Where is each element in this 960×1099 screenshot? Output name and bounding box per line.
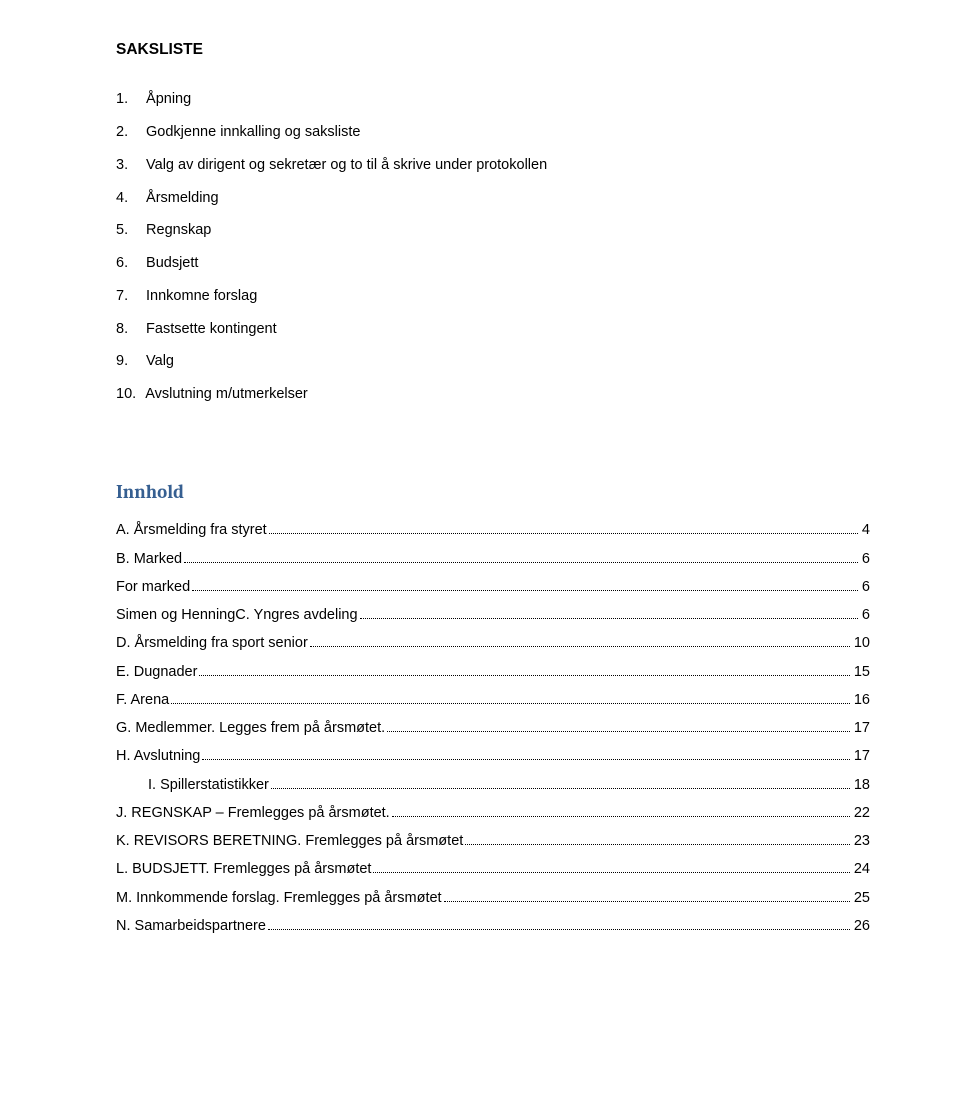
agenda-item: 5. Regnskap <box>116 220 870 242</box>
agenda-item-text: Godkjenne innkalling og saksliste <box>142 124 360 140</box>
agenda-item: 2. Godkjenne innkalling og saksliste <box>116 122 870 144</box>
toc-leader-dots <box>392 816 850 817</box>
agenda-item-text: Innkomne forslag <box>142 288 257 304</box>
toc-label: B. Marked <box>116 549 182 571</box>
toc-page-number: 25 <box>854 888 870 910</box>
agenda-item-text: Valg <box>142 353 174 369</box>
toc-page-number: 6 <box>862 549 870 571</box>
toc-leader-dots <box>171 703 850 704</box>
toc-leader-dots <box>268 929 850 930</box>
agenda-item: 10. Avslutning m/utmerkelser <box>116 384 870 406</box>
toc-row: G. Medlemmer. Legges frem på årsmøtet. 1… <box>116 718 870 740</box>
toc-row: B. Marked 6 <box>116 549 870 571</box>
toc-row: E. Dugnader 15 <box>116 662 870 684</box>
toc-page-number: 17 <box>854 746 870 768</box>
toc-label: D. Årsmelding fra sport senior <box>116 633 308 655</box>
agenda-item-number: 7. <box>116 286 142 308</box>
toc-label: J. REGNSKAP – Fremlegges på årsmøtet. <box>116 803 390 825</box>
toc-row: M. Innkommende forslag. Fremlegges på år… <box>116 888 870 910</box>
toc-leader-dots <box>360 618 858 619</box>
toc-leader-dots <box>271 788 850 789</box>
toc-row: K. REVISORS BERETNING. Fremlegges på års… <box>116 831 870 853</box>
agenda-item: 8. Fastsette kontingent <box>116 319 870 341</box>
agenda-item-text: Avslutning m/utmerkelser <box>142 386 308 402</box>
toc-label: N. Samarbeidspartnere <box>116 916 266 938</box>
toc-leader-dots <box>184 562 858 563</box>
toc-label: E. Dugnader <box>116 662 197 684</box>
toc-row: L. BUDSJETT. Fremlegges på årsmøtet 24 <box>116 859 870 881</box>
agenda-item-text: Åpning <box>142 91 191 107</box>
toc-row: H. Avslutning 17 <box>116 746 870 768</box>
agenda-item-text: Årsmelding <box>142 190 219 206</box>
page-heading: SAKSLISTE <box>116 38 870 61</box>
toc-leader-dots <box>269 533 858 534</box>
toc-page-number: 26 <box>854 916 870 938</box>
toc-label: Simen og HenningC. Yngres avdeling <box>116 605 358 627</box>
agenda-item-number: 2. <box>116 122 142 144</box>
toc-leader-dots <box>444 901 850 902</box>
agenda-item-number: 6. <box>116 253 142 275</box>
toc-page-number: 18 <box>854 775 870 797</box>
toc-page-number: 17 <box>854 718 870 740</box>
agenda-item-number: 1. <box>116 89 142 111</box>
agenda-item-number: 5. <box>116 220 142 242</box>
toc-label: G. Medlemmer. Legges frem på årsmøtet. <box>116 718 385 740</box>
toc-page-number: 10 <box>854 633 870 655</box>
agenda-item-number: 4. <box>116 188 142 210</box>
toc-row: A. Årsmelding fra styret 4 <box>116 520 870 542</box>
agenda-item-number: 10. <box>116 384 142 406</box>
agenda-item: 7. Innkomne forslag <box>116 286 870 308</box>
toc-label: K. REVISORS BERETNING. Fremlegges på års… <box>116 831 463 853</box>
toc-page-number: 23 <box>854 831 870 853</box>
agenda-item-text: Fastsette kontingent <box>142 321 277 337</box>
toc-row: F. Arena 16 <box>116 690 870 712</box>
toc-page-number: 24 <box>854 859 870 881</box>
toc-page-number: 22 <box>854 803 870 825</box>
agenda-item-number: 9. <box>116 351 142 373</box>
agenda-item-text: Regnskap <box>142 222 211 238</box>
toc-leader-dots <box>373 872 849 873</box>
toc-page-number: 16 <box>854 690 870 712</box>
toc-label: M. Innkommende forslag. Fremlegges på år… <box>116 888 442 910</box>
toc-list: A. Årsmelding fra styret 4B. Marked 6For… <box>116 520 870 937</box>
agenda-item: 4. Årsmelding <box>116 188 870 210</box>
toc-row: D. Årsmelding fra sport senior 10 <box>116 633 870 655</box>
toc-label: A. Årsmelding fra styret <box>116 520 267 542</box>
toc-leader-dots <box>192 590 858 591</box>
toc-leader-dots <box>202 759 849 760</box>
agenda-list: 1. Åpning2. Godkjenne innkalling og saks… <box>116 89 870 406</box>
toc-row: I. Spillerstatistikker 18 <box>116 775 870 797</box>
toc-label: L. BUDSJETT. Fremlegges på årsmøtet <box>116 859 371 881</box>
toc-leader-dots <box>465 844 850 845</box>
toc-page-number: 6 <box>862 577 870 599</box>
agenda-item-text: Valg av dirigent og sekretær og to til å… <box>142 157 547 173</box>
toc-label: For marked <box>116 577 190 599</box>
agenda-item-number: 3. <box>116 155 142 177</box>
toc-label: H. Avslutning <box>116 746 200 768</box>
agenda-item: 1. Åpning <box>116 89 870 111</box>
agenda-item: 9. Valg <box>116 351 870 373</box>
toc-row: N. Samarbeidspartnere 26 <box>116 916 870 938</box>
agenda-item-text: Budsjett <box>142 255 198 271</box>
agenda-item: 6. Budsjett <box>116 253 870 275</box>
toc-label: I. Spillerstatistikker <box>116 775 269 797</box>
toc-page-number: 15 <box>854 662 870 684</box>
toc-leader-dots <box>199 675 849 676</box>
toc-leader-dots <box>387 731 850 732</box>
toc-page-number: 4 <box>862 520 870 542</box>
toc-label: F. Arena <box>116 690 169 712</box>
agenda-item-number: 8. <box>116 319 142 341</box>
toc-row: J. REGNSKAP – Fremlegges på årsmøtet. 22 <box>116 803 870 825</box>
toc-row: For marked 6 <box>116 577 870 599</box>
toc-page-number: 6 <box>862 605 870 627</box>
toc-title: Innhold <box>116 478 870 507</box>
toc-row: Simen og HenningC. Yngres avdeling 6 <box>116 605 870 627</box>
toc-leader-dots <box>310 646 850 647</box>
agenda-item: 3. Valg av dirigent og sekretær og to ti… <box>116 155 870 177</box>
